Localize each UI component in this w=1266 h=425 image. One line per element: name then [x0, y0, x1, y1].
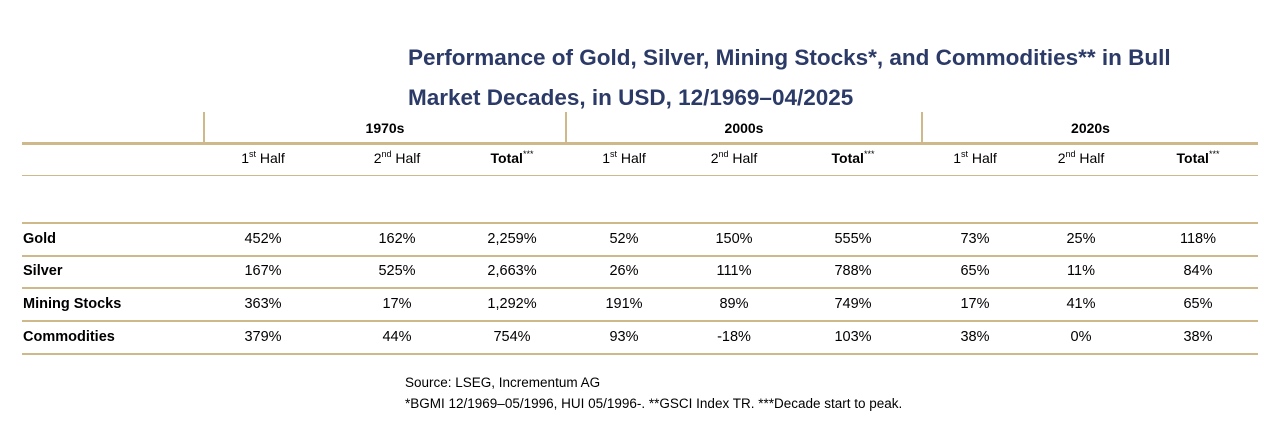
table-cell: 38%: [1183, 329, 1213, 345]
subheader-first-half: 1st Half: [953, 149, 997, 167]
decade-header-1970s: 1970s: [365, 120, 405, 136]
table-cell: 555%: [834, 231, 872, 247]
table-cell: 52%: [609, 231, 639, 247]
table-cell: 2,259%: [487, 231, 537, 247]
table-cell: 38%: [960, 329, 990, 345]
title-line-2: Market Decades, in USD, 12/1969–04/2025: [408, 85, 854, 110]
row-rule: [22, 287, 1258, 289]
column-divider: [203, 112, 205, 144]
subheader-second-half: 2nd Half: [710, 149, 758, 167]
table-cell: 26%: [609, 263, 639, 279]
row-label: Mining Stocks: [23, 296, 122, 312]
row-rule: [22, 222, 1258, 224]
column-divider: [921, 112, 923, 144]
subheader-first-half: 1st Half: [602, 149, 646, 167]
table-cell: 93%: [609, 329, 639, 345]
table-cell: 41%: [1066, 296, 1096, 312]
row-rule: [22, 353, 1258, 355]
table-cell: 452%: [244, 231, 282, 247]
table-cell: 525%: [378, 263, 416, 279]
table-cell: 788%: [834, 263, 872, 279]
table-cell: 379%: [244, 329, 282, 345]
decade-header-2000s: 2000s: [724, 120, 764, 136]
source-note: Source: LSEG, Incrementum AG: [405, 375, 601, 390]
table-cell: -18%: [717, 329, 751, 345]
decade-header-2020s: 2020s: [1071, 120, 1110, 136]
subheader-total: Total***: [1176, 149, 1220, 167]
table-cell: 103%: [834, 329, 872, 345]
chart-title: Performance of Gold, Silver, Mining Stoc…: [408, 38, 1258, 118]
table-cell: 363%: [244, 296, 282, 312]
row-label: Gold: [23, 231, 57, 247]
title-line-1: Performance of Gold, Silver, Mining Stoc…: [408, 45, 1171, 70]
table-cell: 191%: [605, 296, 643, 312]
footnotes: *BGMI 12/1969–05/1996, HUI 05/1996-. **G…: [405, 396, 903, 411]
header-rule: [22, 142, 1258, 145]
subheader-total: Total***: [831, 149, 875, 167]
table-cell: 17%: [382, 296, 412, 312]
table-cell: 17%: [960, 296, 990, 312]
row-rule: [22, 255, 1258, 257]
table-cell: 65%: [960, 263, 990, 279]
table-cell: 167%: [244, 263, 282, 279]
table-cell: 2,663%: [487, 263, 537, 279]
row-label: Silver: [23, 263, 63, 279]
subheader-total: Total***: [490, 149, 534, 167]
table-cell: 754%: [493, 329, 531, 345]
table-cell: 0%: [1070, 329, 1092, 345]
subheader-rule: [22, 175, 1258, 176]
table-cell: 84%: [1183, 263, 1213, 279]
table-cell: 65%: [1183, 296, 1213, 312]
row-label: Commodities: [23, 329, 115, 345]
table-cell: 749%: [834, 296, 872, 312]
column-divider: [565, 112, 567, 144]
table-cell: 25%: [1066, 231, 1096, 247]
subheader-first-half: 1st Half: [241, 149, 285, 167]
table-cell: 150%: [715, 231, 753, 247]
table-cell: 118%: [1179, 231, 1216, 247]
subheader-second-half: 2nd Half: [373, 149, 421, 167]
table-cell: 11%: [1067, 263, 1095, 279]
subheader-second-half: 2nd Half: [1057, 149, 1105, 167]
table-cell: 111%: [716, 263, 752, 279]
table-cell: 1,292%: [487, 296, 537, 312]
table-cell: 73%: [960, 231, 990, 247]
row-rule: [22, 320, 1258, 322]
table-cell: 162%: [378, 231, 416, 247]
table-cell: 44%: [382, 329, 412, 345]
table-cell: 89%: [719, 296, 749, 312]
